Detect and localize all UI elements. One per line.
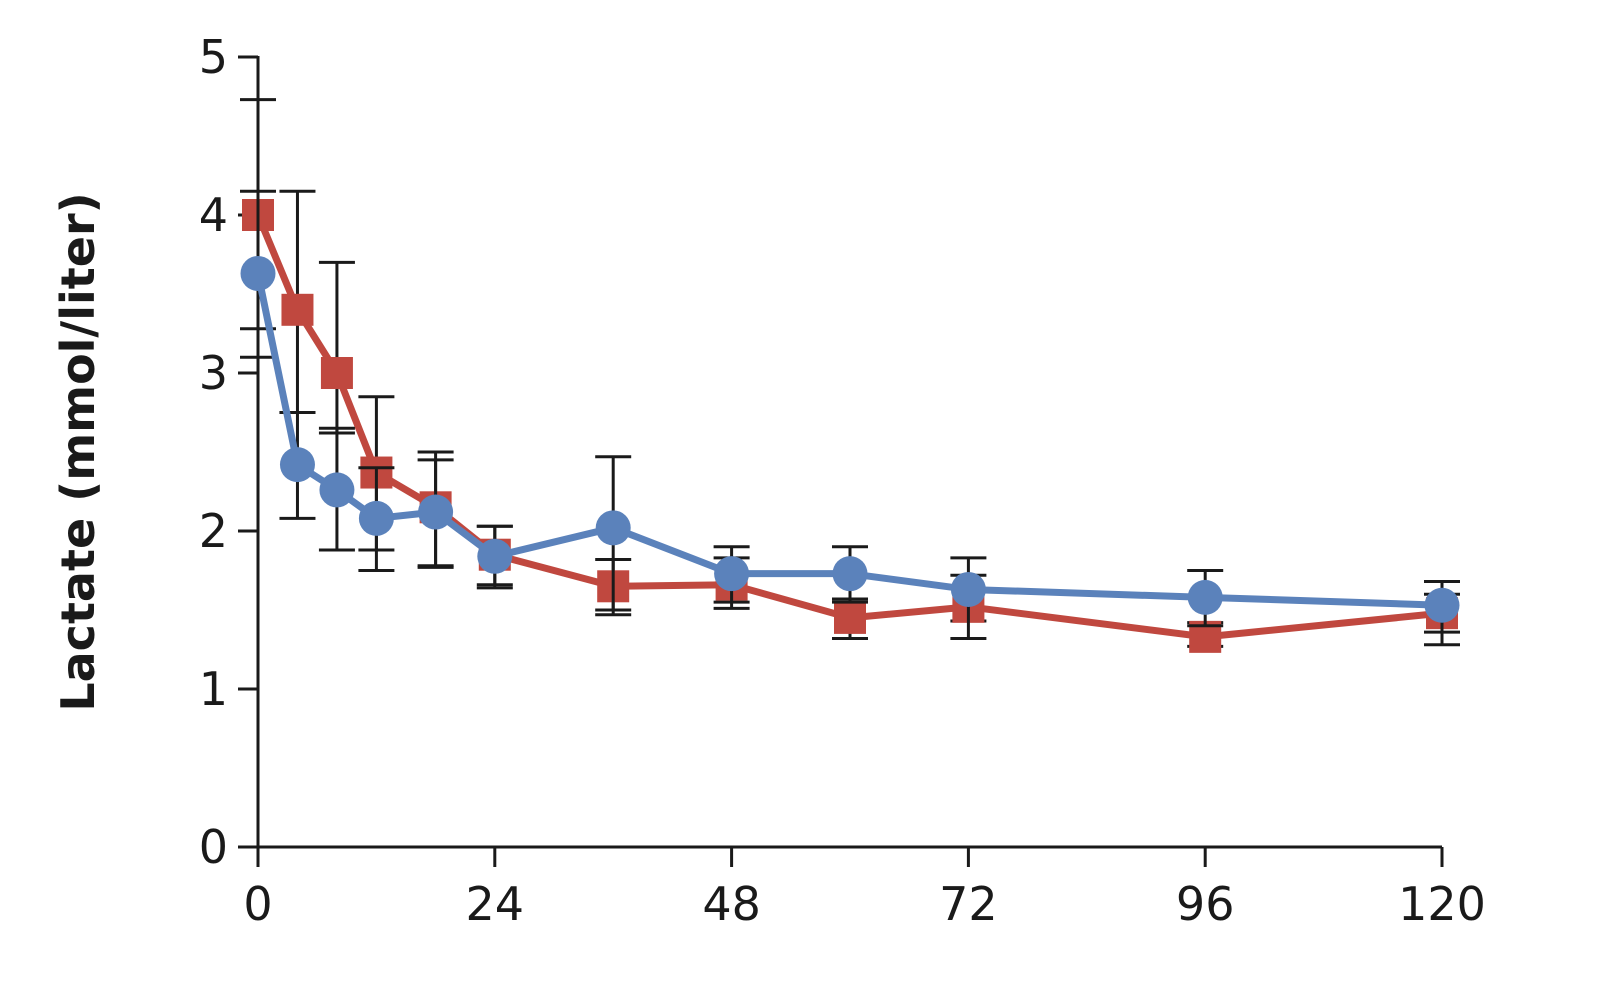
data-point-circle <box>319 472 355 508</box>
y-tick-label: 2 <box>199 504 228 558</box>
data-point-circle <box>1424 587 1460 623</box>
data-point-circle <box>418 494 454 530</box>
y-tick-label: 4 <box>199 188 228 242</box>
data-point-circle <box>1187 579 1223 615</box>
data-point-circle <box>714 556 750 592</box>
x-tick-label: 96 <box>1176 877 1235 931</box>
y-tick-label: 5 <box>199 30 228 84</box>
series-layer <box>240 98 1460 653</box>
y-tick-label: 1 <box>199 662 228 716</box>
x-tick-label: 48 <box>702 877 761 931</box>
y-tick-label: 0 <box>199 820 228 874</box>
data-point-circle <box>477 538 513 574</box>
y-tick-label: 3 <box>199 346 228 400</box>
data-point-circle <box>358 500 394 536</box>
x-tick-label: 24 <box>466 877 525 931</box>
data-point-square <box>320 357 353 389</box>
x-tick-label: 0 <box>243 877 272 931</box>
data-point-circle <box>595 510 631 546</box>
x-tick-label: 72 <box>939 877 998 931</box>
data-point-square <box>281 293 314 326</box>
data-point-circle <box>240 255 276 291</box>
data-point-circle <box>832 556 868 592</box>
axes: 0 1 2 3 4 5 0 24 48 72 96 120 <box>199 30 1486 931</box>
blue-series <box>240 98 1460 647</box>
data-point-circle <box>950 571 986 607</box>
x-tick-label: 120 <box>1398 877 1486 931</box>
data-point-circle <box>279 447 315 483</box>
data-point-square <box>834 601 866 634</box>
y-axis-title: Lactate (mmol/liter) <box>51 192 105 711</box>
